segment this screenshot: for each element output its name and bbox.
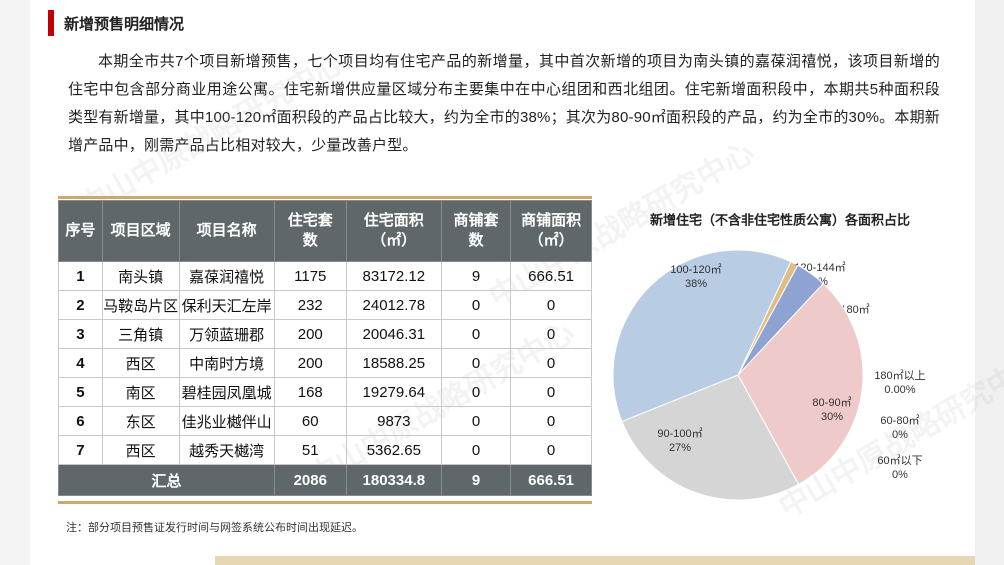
table-cell: 0: [510, 377, 592, 407]
table-cell: 碧桂园凤凰城: [178, 377, 275, 407]
table-cell: 马鞍岛片区: [101, 290, 180, 320]
table-row: 1 南头镇 嘉葆润禧悦 1175 83172.12 9 666.51: [58, 261, 592, 291]
pie-slice: [737, 282, 864, 486]
table-cell: 168: [273, 377, 347, 407]
table-cell: 6: [58, 406, 103, 436]
table-cell: 4: [58, 348, 103, 378]
table-cell: 0: [510, 348, 592, 378]
table-cell: 0: [440, 319, 512, 349]
note: 注：部分项目预售证发行时间与网签系统公布时间出现延迟。: [66, 522, 363, 534]
table-row: 7 西区 越秀天樾湾 51 5362.65 0 0: [58, 435, 592, 465]
pie-slice: [621, 374, 800, 501]
table-cell: 20046.31: [345, 319, 442, 349]
slice-value-label: 38%: [685, 278, 707, 290]
table-cell: 24012.78: [345, 290, 442, 320]
total-row: 汇总 2086 180334.8 9 666.51: [58, 464, 592, 496]
slice-value-label: 0.00%: [884, 384, 915, 396]
right-margin: [975, 0, 1004, 565]
bottom-bar: [215, 556, 975, 565]
slice-category: 60㎡以下: [877, 454, 922, 467]
title-marker: [48, 10, 54, 36]
table-cell: 51: [273, 435, 347, 465]
slice-category: 60-80㎡: [880, 414, 919, 427]
table-row: 3 三角镇 万领蓝珊郡 200 20046.31 0 0: [58, 319, 592, 349]
pie-chart: 新增住宅（不含非住宅性质公寓）各面积占比 120-144㎡1%144-180㎡4…: [612, 212, 926, 501]
table-top-rule: [58, 196, 592, 199]
total-cell: 2086: [273, 464, 347, 496]
table-cell: 0: [440, 406, 512, 436]
column-header: 商铺套数: [440, 200, 512, 262]
total-cell: 666.51: [510, 464, 592, 496]
table-cell: 18588.25: [345, 348, 442, 378]
table-cell: 中南时方境: [178, 348, 275, 378]
pie-slice: [612, 249, 792, 423]
table-cell: 嘉葆润禧悦: [178, 261, 275, 291]
column-header: 项目区域: [101, 200, 180, 262]
table-cell: 0: [440, 348, 512, 378]
total-label: 汇总: [58, 464, 275, 496]
table-cell: 5: [58, 377, 103, 407]
slice-value-label: 27%: [669, 442, 691, 454]
paragraph: 本期全市共7个项目新增预售，七个项目均有住宅产品的新增量，其中首次新增的项目为南…: [68, 53, 940, 154]
table-cell: 万领蓝珊郡: [178, 319, 275, 349]
table-row: 6 东区 佳兆业樾伴山 60 9873 0 0: [58, 406, 592, 436]
table-row: 2 马鞍岛片区 保利天汇左岸 232 24012.78 0 0: [58, 290, 592, 320]
table-cell: 1: [58, 261, 103, 291]
table-cell: 0: [510, 290, 592, 320]
table-cell: 佳兆业樾伴山: [178, 406, 275, 436]
table-cell: 666.51: [510, 261, 592, 291]
table-cell: 200: [273, 319, 347, 349]
table-cell: 1175: [273, 261, 347, 291]
table-cell: 5362.65: [345, 435, 442, 465]
table-cell: 0: [440, 290, 512, 320]
column-header: 住宅套数: [273, 200, 347, 262]
left-margin: [0, 0, 30, 565]
table-cell: 7: [58, 435, 103, 465]
total-cell: 9: [440, 464, 512, 496]
total-cell: 180334.8: [345, 464, 442, 496]
table-cell: 83172.12: [345, 261, 442, 291]
slice-value-label: 0%: [892, 429, 908, 441]
table-cell: 0: [440, 377, 512, 407]
table-cell: 三角镇: [101, 319, 180, 349]
slice-category: 90-100㎡: [657, 427, 702, 440]
slice-category: 180㎡以上: [874, 369, 925, 382]
slice-value-label: 0%: [892, 469, 908, 481]
table-row: 5 南区 碧桂园凤凰城 168 19279.64 0 0: [58, 377, 592, 407]
table-cell: 2: [58, 290, 103, 320]
slice-category: 100-120㎡: [670, 263, 721, 276]
table-row: 4 西区 中南时方境 200 18588.25 0 0: [58, 348, 592, 378]
header-row: 序号 项目区域 项目名称 住宅套数 住宅面积（㎡） 商铺套数 商铺面积（㎡）: [58, 200, 592, 262]
table-cell: 越秀天樾湾: [178, 435, 275, 465]
column-header: 项目名称: [178, 200, 275, 262]
table-cell: 19279.64: [345, 377, 442, 407]
table-cell: 9: [440, 261, 512, 291]
title: 新增预售明细情况: [64, 16, 185, 33]
column-header: 住宅面积（㎡）: [345, 200, 442, 262]
table-cell: 东区: [101, 406, 180, 436]
slice-value-label: 30%: [821, 411, 843, 423]
table-cell: 232: [273, 290, 347, 320]
table-cell: 保利天汇左岸: [178, 290, 275, 320]
table-cell: 0: [510, 406, 592, 436]
table-cell: 0: [510, 435, 592, 465]
table-cell: 0: [440, 435, 512, 465]
table-cell: 60: [273, 406, 347, 436]
table-cell: 200: [273, 348, 347, 378]
table-cell: 西区: [101, 435, 180, 465]
table-cell: 南头镇: [101, 261, 180, 291]
table-cell: 9873: [345, 406, 442, 436]
table-cell: 3: [58, 319, 103, 349]
table-bottom-rule: [58, 501, 592, 504]
chart-title: 新增住宅（不含非住宅性质公寓）各面积占比: [650, 212, 910, 227]
table-cell: 0: [510, 319, 592, 349]
table-cell: 南区: [101, 377, 180, 407]
table-cell: 西区: [101, 348, 180, 378]
table: 序号 项目区域 项目名称 住宅套数 住宅面积（㎡） 商铺套数 商铺面积（㎡） 1 南头镇 嘉葆润禧…: [58, 200, 592, 496]
column-header: 商铺面积（㎡）: [510, 200, 592, 262]
slice-category: 80-90㎡: [812, 396, 851, 409]
column-header: 序号: [58, 200, 103, 262]
